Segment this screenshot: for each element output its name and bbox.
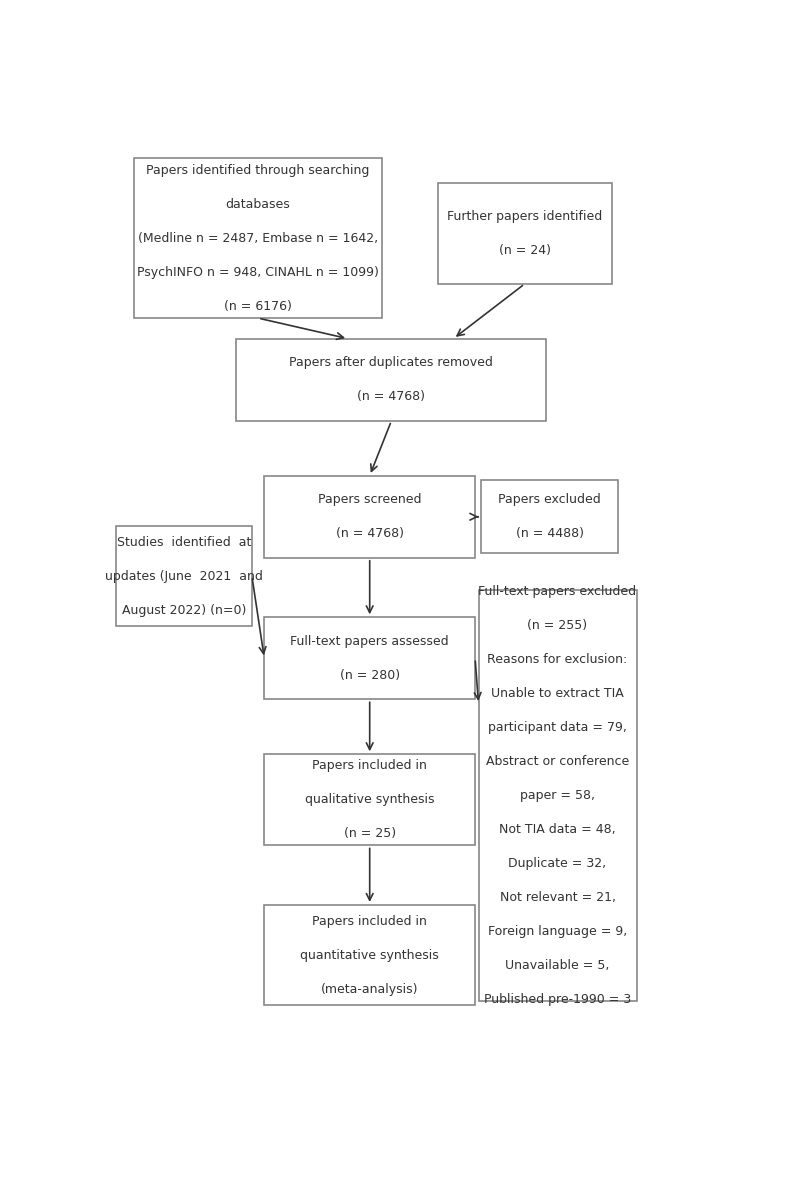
Text: Studies  identified  at

updates (June  2021  and

August 2022) (n=0): Studies identified at updates (June 2021… <box>105 536 262 617</box>
Bar <box>264 905 475 1006</box>
Bar <box>482 480 618 553</box>
Text: Full-text papers excluded

(n = 255)

Reasons for exclusion:

Unable to extract : Full-text papers excluded (n = 255) Reas… <box>478 585 637 1006</box>
Text: Further papers identified

(n = 24): Further papers identified (n = 24) <box>447 210 602 257</box>
Text: Papers after duplicates removed

(n = 4768): Papers after duplicates removed (n = 476… <box>290 356 494 403</box>
Bar <box>237 339 546 421</box>
Bar <box>134 158 382 318</box>
Bar <box>264 617 475 700</box>
Bar <box>478 589 637 1001</box>
Text: Papers included in

qualitative synthesis

(n = 25): Papers included in qualitative synthesis… <box>305 759 434 841</box>
Bar <box>115 525 252 626</box>
Text: Papers excluded

(n = 4488): Papers excluded (n = 4488) <box>498 493 601 541</box>
Bar <box>438 184 611 283</box>
Text: Full-text papers assessed

(n = 280): Full-text papers assessed (n = 280) <box>290 635 449 682</box>
Text: Papers identified through searching

databases

(Medline n = 2487, Embase n = 16: Papers identified through searching data… <box>137 164 379 313</box>
Bar <box>264 754 475 846</box>
Text: Papers screened

(n = 4768): Papers screened (n = 4768) <box>318 493 422 541</box>
Bar <box>264 476 475 557</box>
Text: Papers included in

quantitative synthesis

(meta-analysis): Papers included in quantitative synthesi… <box>300 914 439 995</box>
